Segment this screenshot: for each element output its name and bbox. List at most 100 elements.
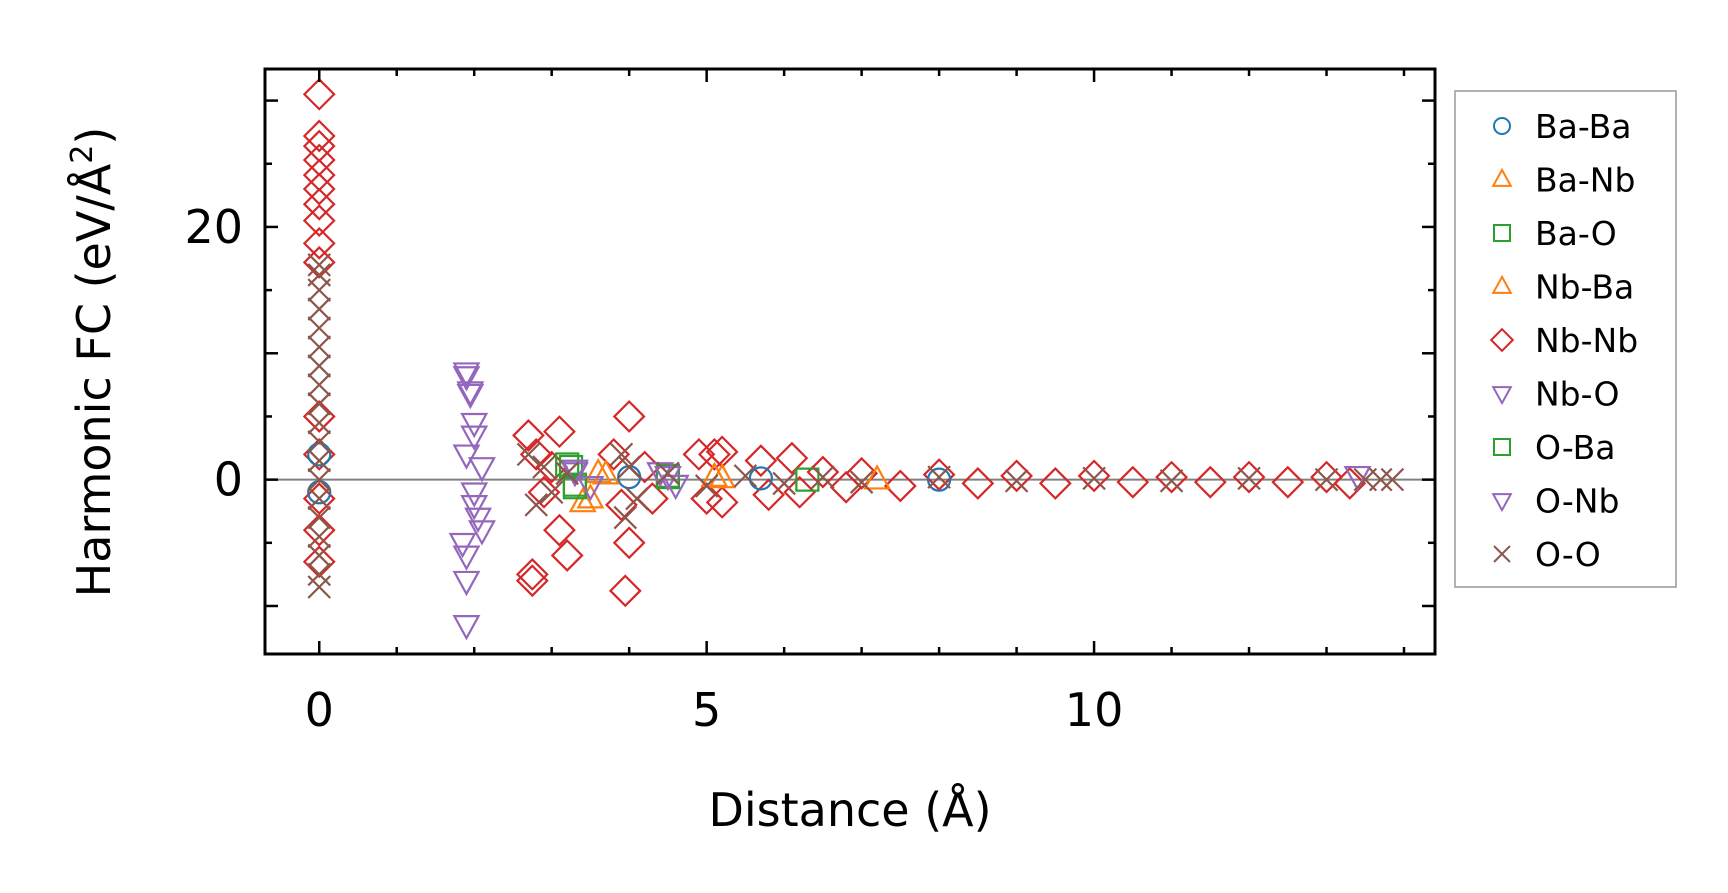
point-o-o <box>1159 469 1184 493</box>
point-nb-nb <box>515 564 549 598</box>
point-nb-nb <box>515 557 549 591</box>
point-nb-o <box>452 362 481 388</box>
y-axis-label-close: ) <box>67 127 121 145</box>
point-o-o <box>811 465 835 489</box>
point-o-o <box>307 316 332 340</box>
point-nb-nb <box>1333 467 1367 500</box>
point-nb-nb <box>527 475 561 509</box>
point-o-o <box>307 562 332 587</box>
point-nb-nb <box>845 456 879 490</box>
point-nb-o <box>452 615 481 641</box>
point-nb-nb <box>783 475 817 509</box>
point-o-o <box>307 429 332 454</box>
y-tick-labels: 0 20 <box>184 200 243 507</box>
point-nb-o <box>452 444 481 470</box>
point-nb-nb <box>961 467 995 500</box>
point-o-o <box>516 442 541 467</box>
point-o-o <box>307 575 332 599</box>
legend-marker-o-ba <box>1493 438 1511 456</box>
point-o-o <box>1314 467 1339 492</box>
point-nb-nb <box>705 485 739 519</box>
point-o-o <box>307 253 332 277</box>
point-o-o <box>307 297 332 321</box>
point-nb-nb <box>605 488 638 522</box>
point-o-nb <box>460 425 489 451</box>
point-o-o <box>307 543 332 568</box>
point-nb-nb <box>535 450 569 484</box>
legend-label-nb-ba: Nb-Ba <box>1535 268 1634 307</box>
x-tick-labels: 0 5 10 <box>305 683 1124 737</box>
legend-label-o-ba: O-Ba <box>1535 428 1616 467</box>
legend-marker-ba-ba <box>1493 117 1511 135</box>
point-nb-nb <box>302 172 336 206</box>
point-nb-nb <box>543 415 576 449</box>
legend-label-nb-nb: Nb-Nb <box>1535 321 1638 360</box>
point-o-o <box>1380 467 1405 492</box>
point-o-o <box>1368 467 1393 492</box>
point-o-o <box>1004 469 1029 493</box>
point-nb-o <box>464 507 493 534</box>
point-nb-nb <box>1193 465 1227 499</box>
point-o-o <box>307 524 332 549</box>
axis-ticks <box>265 69 1435 654</box>
point-ba-nb <box>584 457 613 484</box>
point-nb-nb <box>302 204 336 238</box>
point-nb-nb <box>1038 467 1072 500</box>
point-nb-nb <box>1310 460 1343 494</box>
point-o-nb <box>467 520 496 546</box>
point-nb-nb <box>1116 465 1150 499</box>
x-axis-label: Distance (Å) <box>708 783 991 837</box>
legend-label-ba-o: Ba-O <box>1535 214 1617 253</box>
point-ba-nb <box>863 464 892 490</box>
point-nb-nb <box>550 539 584 572</box>
legend-label-ba-nb: Ba-Nb <box>1535 161 1635 200</box>
point-o-o <box>1237 466 1261 491</box>
legend-marker-nb-ba <box>1491 274 1513 294</box>
point-nb-nb <box>302 226 336 260</box>
point-ba-ba <box>307 442 332 467</box>
point-o-o <box>307 448 332 473</box>
legend-label-ba-ba: Ba-Ba <box>1535 107 1631 146</box>
x-tick-label: 0 <box>305 683 334 737</box>
point-nb-nb <box>697 437 731 471</box>
point-o-o <box>307 278 332 302</box>
point-ba-ba <box>307 480 332 505</box>
point-o-nb <box>456 383 485 410</box>
point-o-o <box>656 461 680 486</box>
point-nb-nb <box>302 545 336 579</box>
point-nb-o <box>452 570 481 597</box>
y-axis-label-superscript: 2 <box>65 145 100 164</box>
x-tick-label: 10 <box>1065 683 1124 737</box>
legend-marker-ba-o <box>1493 224 1511 242</box>
point-o-o <box>307 411 332 435</box>
point-nb-nb <box>543 513 576 547</box>
point-o-o <box>307 373 332 397</box>
legend-label-o-o: O-O <box>1535 535 1601 574</box>
point-o-o <box>613 505 638 530</box>
point-nb-o <box>460 412 489 439</box>
point-nb-nb <box>775 441 809 475</box>
y-tick-label: 20 <box>184 200 243 254</box>
data-markers <box>302 77 1405 641</box>
legend-marker-nb-o <box>1491 386 1513 406</box>
point-nb-nb <box>612 400 646 433</box>
y-axis-label-main: Harmonic FC (eV/Å <box>67 163 121 597</box>
point-o-o <box>694 474 719 498</box>
point-nb-nb <box>744 444 778 478</box>
point-ba-ba <box>927 467 952 492</box>
point-o-o <box>772 471 796 496</box>
x-tick-label: 5 <box>692 683 721 737</box>
plot-frame <box>263 67 1437 656</box>
point-nb-nb <box>597 437 631 471</box>
legend-marker-nb-nb <box>1489 327 1515 353</box>
point-nb-o <box>448 532 477 559</box>
y-axis-label: Harmonic FC (eV/Å2) <box>65 127 121 598</box>
point-nb-nb <box>922 458 956 491</box>
point-o-o <box>307 392 332 416</box>
point-nb-nb <box>1232 460 1266 494</box>
point-o-nb <box>460 482 489 508</box>
point-nb-nb <box>883 469 917 503</box>
point-o-o <box>307 335 332 359</box>
